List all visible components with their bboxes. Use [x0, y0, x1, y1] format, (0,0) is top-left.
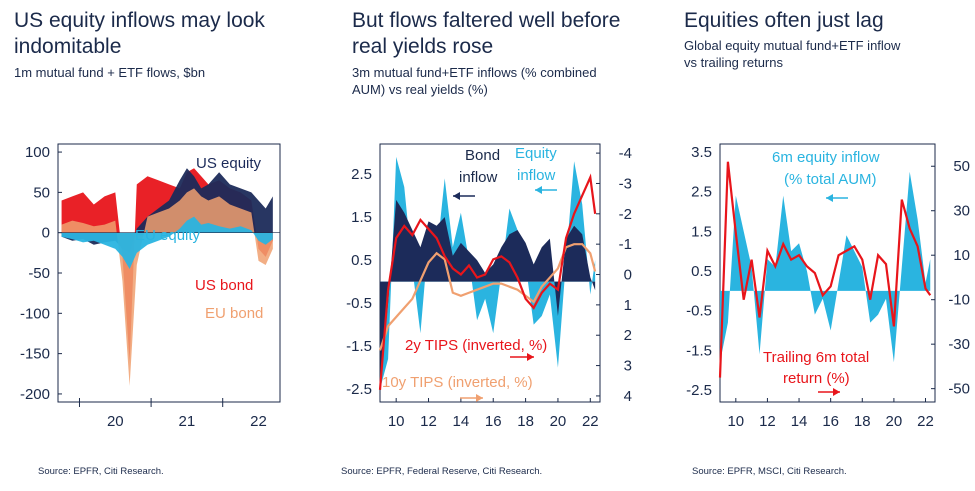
arrow-2y-tips-head	[527, 353, 534, 361]
y-tick-label: -50	[28, 265, 50, 282]
y-right-tick-label: -3	[619, 175, 632, 192]
y-tick-label: -150	[20, 346, 50, 363]
legend-us-bond: US bond	[195, 277, 253, 294]
y-left-tick-label: 2.5	[351, 166, 372, 183]
arrow-inflow-head	[826, 194, 833, 202]
y-right-tick-label: 0	[624, 267, 632, 284]
x-tick-label: 22	[917, 413, 934, 430]
arrow-10y-tips-head	[476, 394, 483, 402]
chart-subtitle: 1m mutual fund + ETF flows, $bn	[14, 65, 206, 80]
y-right-tick-label: 30	[953, 203, 970, 220]
label-bond: Bond	[465, 147, 500, 164]
series-bond-inflow	[380, 199, 596, 381]
series-equity-inflow	[380, 156, 596, 390]
label-10y-tips: 10y TIPS (inverted, %)	[382, 374, 533, 391]
y-right-tick-label: 2	[624, 327, 632, 344]
y-right-tick-label: 4	[624, 388, 632, 405]
y-tick-label: -200	[20, 386, 50, 403]
legend-eu-equity: EU equity	[135, 227, 201, 244]
y-tick-label: 100	[25, 144, 50, 161]
y-left-tick-label: 0.5	[691, 263, 712, 280]
legend-us-equity: US equity	[196, 155, 262, 172]
chart-title: Equities often just lag	[684, 9, 884, 32]
x-tick-label: 18	[854, 413, 871, 430]
x-tick-label: 14	[453, 413, 470, 430]
x-tick-label: 16	[485, 413, 502, 430]
chart-subtitle: Global equity mutual fund+ETF inflow vs …	[684, 38, 901, 70]
x-tick-label: 10	[388, 413, 405, 430]
plot-frame	[379, 143, 601, 403]
x-tick-label: 20	[107, 413, 124, 430]
label-equity: Equity	[515, 145, 557, 162]
y-left-tick-label: 1.5	[691, 223, 712, 240]
x-tick-label: 21	[179, 413, 196, 430]
source-note: Source: EPFR, MSCI, Citi Research.	[692, 466, 847, 477]
chart-inflow-returns: 3.5 2.5 1.5 0.5 -0.5 -1.5 -2.5 50 30 10 -10 -30 -50 1…	[686, 143, 970, 430]
x-tick-label: 20	[886, 413, 903, 430]
y-left-tick-label: 3.5	[691, 144, 712, 161]
plot-frame	[719, 143, 936, 403]
y-left-tick-label: 2.5	[691, 184, 712, 201]
arrow-return-head	[833, 388, 840, 396]
y-right-tick-label: 50	[953, 158, 970, 175]
source-note: Source: EPFR, Citi Research.	[38, 466, 164, 477]
y-tick-label: 0	[42, 225, 50, 242]
y-left-tick-label: 1.5	[351, 209, 372, 226]
label-bond-inflow: inflow	[459, 169, 498, 186]
y-right-tick-label: -4	[619, 145, 632, 162]
panel-flows-vs-yields: But flows faltered well before real yiel…	[325, 0, 655, 491]
plot-frame	[57, 143, 281, 403]
chart-title: But flows faltered well before real yiel…	[352, 9, 621, 58]
source-note: Source: EPFR, Federal Reserve, Citi Rese…	[341, 466, 543, 477]
label-2y-tips: 2y TIPS (inverted, %)	[405, 337, 547, 354]
legend-eu-bond: EU bond	[205, 305, 263, 322]
chart-title: US equity inflows may look indomitable	[14, 9, 265, 58]
y-left-tick-label: -2.5	[346, 381, 372, 398]
y-right-tick-label: 3	[624, 358, 632, 375]
x-tick-label: 20	[550, 413, 567, 430]
y-right-tick-label: -1	[619, 236, 632, 253]
x-tick-label: 22	[582, 413, 599, 430]
label-inflow-unit: (% total AUM)	[784, 171, 877, 188]
series-trailing-return	[718, 161, 932, 378]
y-left-tick-label: -0.5	[346, 295, 372, 312]
arrow-bond-head	[453, 192, 460, 200]
x-tick-label: 16	[822, 413, 839, 430]
series-eu-equity	[61, 216, 273, 269]
label-return-unit: return (%)	[783, 370, 850, 387]
panel-equities-lag: Equities often just lag Global equity mu…	[660, 0, 975, 491]
x-tick-label: 10	[727, 413, 744, 430]
label-equity-inflow: inflow	[517, 167, 556, 184]
series-2y-tips	[378, 173, 597, 390]
x-tick-label: 22	[250, 413, 267, 430]
y-right-tick-label: -10	[948, 292, 970, 309]
label-return: Trailing 6m total	[763, 349, 869, 366]
y-left-tick-label: -2.5	[686, 382, 712, 399]
chart-us-flows: 100 50 0 -50 -100 -150 -200 20 21 22 US equity EU e…	[20, 143, 281, 430]
x-tick-label: 14	[791, 413, 808, 430]
x-tick-label: 12	[420, 413, 437, 430]
arrow-equity-head	[535, 186, 542, 194]
chart-subtitle: 3m mutual fund+ETF inflows (% combined A…	[352, 65, 597, 97]
y-right-tick-label: 1	[624, 297, 632, 314]
panel-us-equity-inflows: US equity inflows may look indomitable 1…	[0, 0, 320, 491]
y-tick-label: -100	[20, 305, 50, 322]
y-right-tick-label: -30	[948, 336, 970, 353]
y-left-tick-label: -1.5	[686, 342, 712, 359]
y-right-tick-label: 10	[953, 247, 970, 264]
label-inflow: 6m equity inflow	[772, 149, 880, 166]
series-equity-inflow	[720, 171, 931, 363]
y-right-tick-label: -2	[619, 206, 632, 223]
x-tick-label: 12	[759, 413, 776, 430]
y-left-tick-label: 0.5	[351, 252, 372, 269]
x-tick-label: 18	[517, 413, 534, 430]
y-right-tick-label: -50	[948, 381, 970, 398]
y-left-tick-label: -0.5	[686, 303, 712, 320]
y-left-tick-label: -1.5	[346, 338, 372, 355]
y-tick-label: 50	[33, 184, 50, 201]
series-eu-bond	[61, 188, 273, 386]
